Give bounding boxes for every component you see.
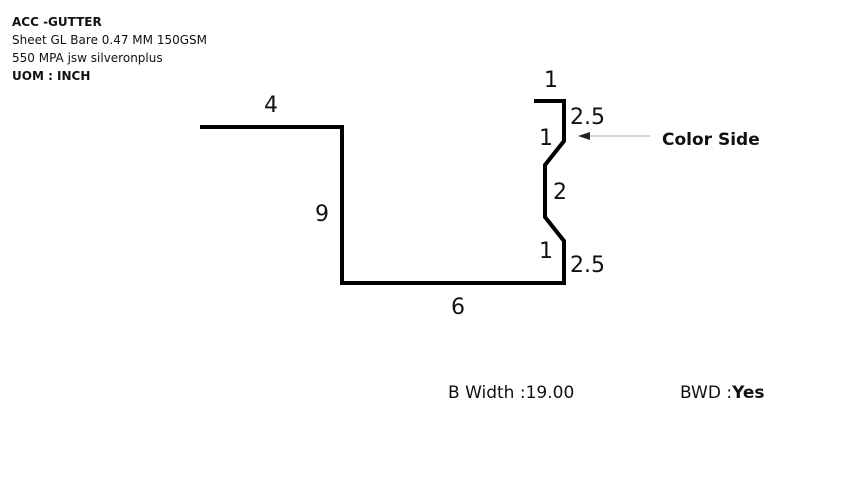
uom-label: UOM : INCH	[12, 69, 91, 83]
product-title: ACC -GUTTER	[12, 15, 102, 29]
b-width-field: B Width :19.00	[448, 383, 574, 403]
dim-bottom: 6	[451, 295, 465, 320]
b-width-value: 19.00	[525, 383, 575, 403]
dim-top-flange: 4	[264, 93, 278, 118]
dim-middle: 2	[553, 180, 567, 205]
b-width-label: B Width :	[448, 383, 526, 403]
bwd-value: Yes	[732, 383, 765, 403]
profile-outline	[200, 99, 566, 285]
color-side-label: Color Side	[662, 130, 760, 150]
dim-lip-top: 1	[544, 68, 558, 93]
spec-block: ACC -GUTTER Sheet GL Bare 0.47 MM 150GSM…	[12, 13, 207, 85]
bwd-label: BWD :	[680, 383, 733, 403]
dim-lower-slope: 1	[539, 239, 553, 264]
material-line-2: 550 MPA jsw silveronplus	[12, 51, 163, 65]
bwd-field: BWD :Yes	[680, 383, 765, 403]
dim-lower-straight: 2.5	[570, 253, 605, 278]
material-line-1: Sheet GL Bare 0.47 MM 150GSM	[12, 33, 207, 47]
color-side-arrow-icon	[578, 132, 650, 140]
dim-upper-slope: 1	[539, 126, 553, 151]
dim-left-wall: 9	[315, 202, 329, 227]
dim-upper-straight: 2.5	[570, 105, 605, 130]
